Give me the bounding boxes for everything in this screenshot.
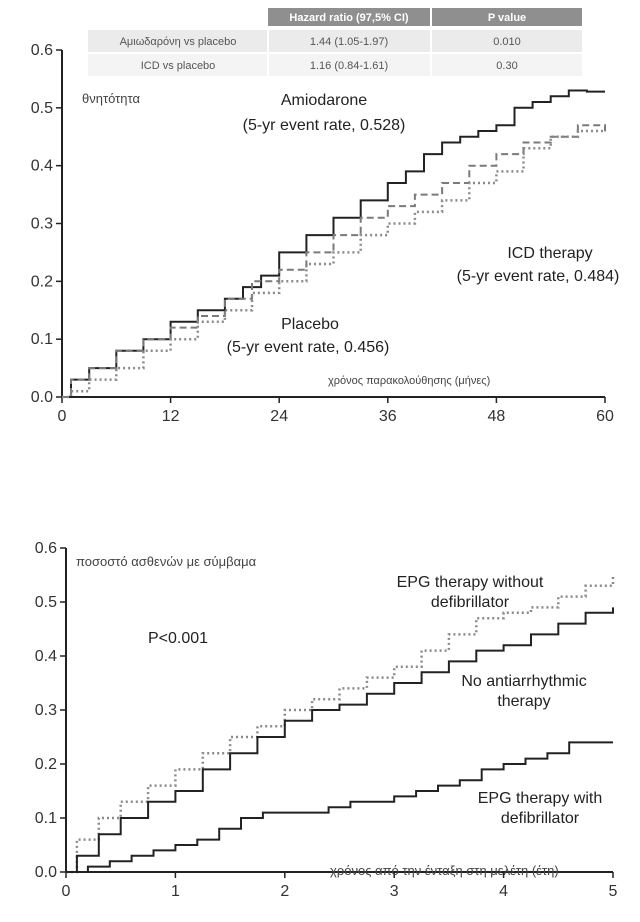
table-header-p-value: P value: [488, 12, 526, 24]
chart2-series-line-3: [66, 741, 613, 873]
chart1-y-tick-label: 0.3: [31, 216, 53, 233]
chart2-axes: 0.0 0.1 0.2 0.3 0.4 0.5 0.6 0 1 2 3 4 5: [35, 540, 618, 900]
table-row: [88, 54, 582, 76]
table-row: [88, 30, 582, 52]
chart2-ylabel: ποσοστό ασθενών με σύμβαμα: [76, 554, 257, 569]
hazard-ratio-table: Hazard ratio (97,5% CI) P value Αμιωδαρό…: [88, 8, 582, 76]
chart1-x-tick-label: 48: [488, 408, 506, 425]
chart2-y-tick-label: 0.2: [35, 756, 57, 773]
chart2-pvalue: P<0.001: [148, 630, 208, 647]
annotation-no-antiarrhythmic-line1: No antiarrhythmic: [461, 673, 586, 690]
chart2-y-tick-label: 0.3: [35, 702, 57, 719]
table-cell-label: ICD vs placebo: [141, 60, 216, 72]
chart1-y-tick-label: 0.1: [31, 331, 53, 348]
annotation-placebo-name: Placebo: [281, 316, 339, 333]
chart2-x-tick-label: 4: [499, 883, 508, 900]
chart1-x-tick-label: 36: [379, 408, 397, 425]
chart1-series-line-2: [62, 124, 606, 398]
chart2-y-tick-label: 0.5: [35, 594, 57, 611]
annotation-icd-name: ICD therapy: [507, 245, 592, 262]
table-header-cell: [432, 8, 582, 26]
chart1-x-tick-label: 60: [596, 408, 614, 425]
chart2-x-tick-label: 0: [62, 883, 71, 900]
chart-mortality: Hazard ratio (97,5% CI) P value Αμιωδαρό…: [31, 8, 620, 425]
chart1-x-tick-label: 0: [58, 408, 67, 425]
chart2-y-tick-label: 0.4: [35, 648, 57, 665]
annotation-placebo-detail: (5-yr event rate, 0.456): [227, 339, 390, 356]
chart2-x-tick-label: 5: [609, 883, 618, 900]
annotation-amiodarone-detail: (5-yr event rate, 0.528): [243, 117, 406, 134]
chart2-series-line-2: [66, 607, 614, 873]
table-cell-p-value: 0.30: [496, 60, 517, 72]
table-header-hazard-ratio: Hazard ratio (97,5% CI): [289, 12, 409, 24]
annotation-amiodarone-name: Amiodarone: [281, 92, 367, 109]
annotation-no-antiarrhythmic-line2: therapy: [497, 693, 550, 710]
chart1-x-tick-label: 24: [270, 408, 288, 425]
annotation-epg-with-line2: defibrillator: [501, 810, 580, 827]
chart1-series-group: [62, 89, 606, 399]
annotation-epg-without-line2: defibrillator: [431, 594, 510, 611]
table-cell-label: Αμιωδαρόνη vs placebo: [120, 36, 237, 48]
chart2-x-tick-label: 3: [390, 883, 399, 900]
chart1-axes: 0.0 0.1 0.2 0.3 0.4 0.5 0.6 0 12 24 36 48 60: [31, 42, 614, 425]
table-cell-p-value: 0.010: [493, 36, 521, 48]
chart2-y-tick-label: 0.6: [35, 540, 57, 557]
chart2-x-tick-label: 1: [171, 883, 180, 900]
chart2-xlabel: χρόνος από την ένταξη στη μελέτη (έτη): [330, 863, 559, 878]
chart2-series-group: [66, 575, 615, 874]
table-header-cell: [268, 8, 430, 26]
annotation-epg-with-line1: EPG therapy with: [478, 790, 603, 807]
chart2-y-tick-label: 0.1: [35, 810, 57, 827]
chart1-series-line-3: [62, 129, 605, 399]
chart2-series-line-1: [66, 575, 615, 874]
annotation-epg-without-line1: EPG therapy without: [397, 574, 544, 591]
chart-events: 0.0 0.1 0.2 0.3 0.4 0.5 0.6 0 1 2 3 4 5 ποσοστό ασθε…: [35, 540, 618, 900]
chart1-ylabel: θνητότητα: [82, 91, 140, 106]
table-header-cell-empty: [88, 8, 268, 26]
annotation-icd-detail: (5-yr event rate, 0.484): [457, 268, 620, 285]
table-cell-hazard-ratio: 1.44 (1.05-1.97): [310, 36, 388, 48]
table-cell-hazard-ratio: 1.16 (0.84-1.61): [310, 60, 388, 72]
chart2-y-tick-label: 0.0: [35, 864, 57, 881]
chart1-xlabel: χρόνος παρακολούθησης (μήνες): [328, 375, 490, 387]
chart1-series-line-1: [62, 89, 605, 398]
chart1-y-tick-label: 0.5: [31, 100, 53, 117]
chart1-y-tick-label: 0.0: [31, 389, 53, 406]
chart2-x-tick-label: 2: [280, 883, 289, 900]
chart1-y-tick-label: 0.2: [31, 273, 53, 290]
chart1-x-tick-label: 12: [162, 408, 180, 425]
chart1-y-tick-label: 0.6: [31, 42, 53, 59]
chart1-y-tick-label: 0.4: [31, 158, 53, 175]
